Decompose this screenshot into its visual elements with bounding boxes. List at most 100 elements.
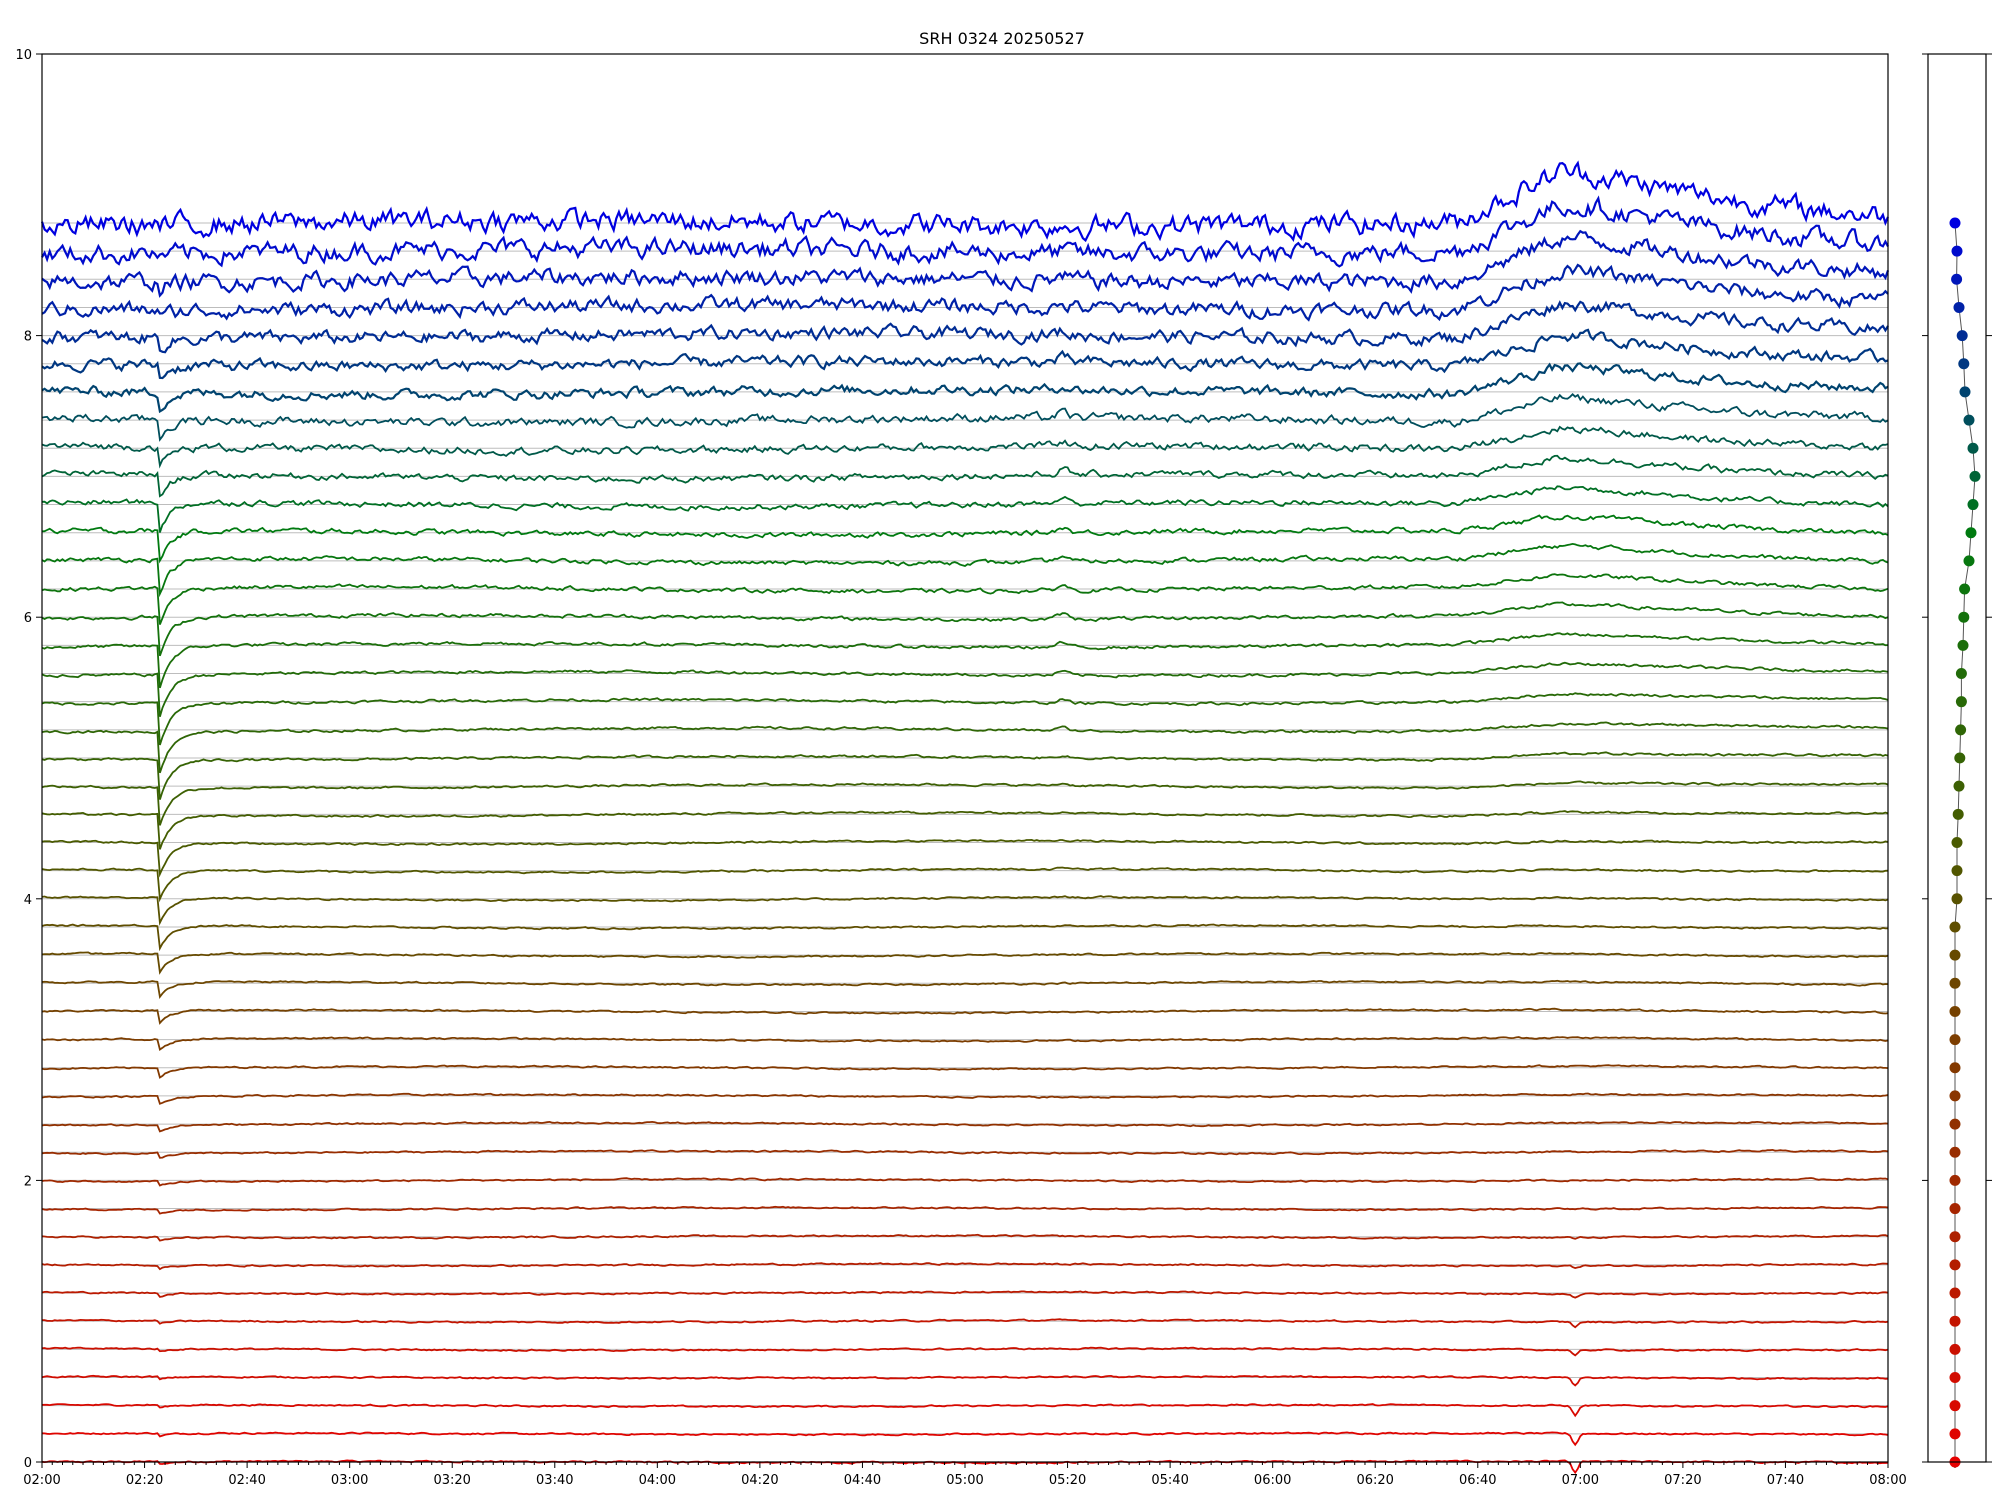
x-tick-label-4: 03:20 <box>433 1473 470 1488</box>
side-point-16 <box>1949 1005 1961 1017</box>
side-point-21 <box>1951 865 1963 877</box>
series-line-19 <box>41 923 1889 952</box>
side-point-4 <box>1949 1343 1961 1355</box>
series-line-44 <box>40 160 1890 243</box>
x-tick-label-17: 07:40 <box>1767 1473 1804 1488</box>
side-point-14 <box>1949 1062 1961 1074</box>
side-point-18 <box>1949 949 1961 961</box>
series-line-31 <box>41 573 1889 625</box>
side-point-33 <box>1965 527 1977 539</box>
y-tick-label-3: 6 <box>24 611 32 626</box>
side-point-40 <box>1956 330 1968 342</box>
side-point-32 <box>1963 555 1975 567</box>
side-point-25 <box>1954 752 1966 764</box>
series-line-35 <box>41 454 1889 498</box>
x-tick-label-5: 03:40 <box>536 1473 573 1488</box>
side-plot-frame <box>1927 53 1987 1463</box>
side-point-7 <box>1949 1259 1961 1271</box>
series-line-43 <box>41 195 1889 268</box>
side-point-36 <box>1967 442 1979 454</box>
side-point-19 <box>1949 921 1961 933</box>
series-line-27 <box>41 692 1889 746</box>
series-line-40 <box>41 300 1889 354</box>
x-tick-label-8: 04:40 <box>844 1473 881 1488</box>
side-point-37 <box>1963 414 1975 426</box>
main-series-group <box>40 160 1890 1475</box>
x-tick-label-14: 06:40 <box>1459 1473 1496 1488</box>
side-point-22 <box>1951 836 1963 848</box>
side-point-15 <box>1949 1034 1961 1046</box>
x-tick-label-15: 07:00 <box>1562 1473 1599 1488</box>
series-line-5 <box>42 1318 1889 1329</box>
series-line-22 <box>41 838 1889 878</box>
side-point-38 <box>1959 386 1971 398</box>
series-line-41 <box>41 263 1889 322</box>
series-line-37 <box>41 393 1889 442</box>
series-line-23 <box>41 810 1889 850</box>
y-tick-label-5: 10 <box>15 48 32 63</box>
series-line-24 <box>41 780 1889 826</box>
x-tick-label-13: 06:20 <box>1356 1473 1393 1488</box>
series-line-12 <box>41 1120 1889 1133</box>
side-point-3 <box>1949 1372 1961 1384</box>
y-tick-label-2: 4 <box>24 893 32 908</box>
main-plot: 02:00 02:20 02:40 03:00 03:20 03:40 04:00 04:20… <box>15 48 1906 1488</box>
side-point-29 <box>1957 639 1969 651</box>
side-point-44 <box>1949 217 1961 229</box>
series-line-16 <box>41 1007 1889 1025</box>
series-line-6 <box>41 1290 1889 1299</box>
side-point-41 <box>1953 301 1965 313</box>
series-line-13 <box>41 1092 1889 1105</box>
series-line-33 <box>41 514 1889 564</box>
series-line-38 <box>41 362 1889 414</box>
x-tick-label-3: 03:00 <box>331 1473 368 1488</box>
series-line-25 <box>41 751 1889 800</box>
side-point-11 <box>1949 1146 1961 1158</box>
series-line-10 <box>41 1177 1889 1187</box>
series-line-34 <box>41 485 1889 533</box>
y-tick-label-0: 0 <box>24 1456 32 1471</box>
side-point-23 <box>1952 808 1964 820</box>
series-line-8 <box>41 1233 1889 1242</box>
side-point-26 <box>1955 724 1967 736</box>
side-point-35 <box>1969 470 1981 482</box>
x-tick-label-0: 02:00 <box>23 1473 60 1488</box>
series-line-26 <box>41 721 1889 774</box>
x-tick-label-16: 07:20 <box>1664 1473 1701 1488</box>
side-point-24 <box>1953 780 1965 792</box>
side-ticks <box>1922 53 1992 1468</box>
series-line-3 <box>41 1374 1889 1387</box>
x-tick-label-10: 05:20 <box>1049 1473 1086 1488</box>
x-tick-label-1: 02:20 <box>126 1473 163 1488</box>
side-point-20 <box>1951 893 1963 905</box>
side-point-30 <box>1958 611 1970 623</box>
x-tick-label-12: 06:00 <box>1254 1473 1291 1488</box>
side-point-8 <box>1949 1231 1961 1243</box>
side-point-28 <box>1955 668 1967 680</box>
x-tick-label-7: 04:20 <box>741 1473 778 1488</box>
side-point-17 <box>1949 977 1961 989</box>
side-point-42 <box>1951 273 1963 285</box>
y-tick-label-4: 8 <box>24 330 32 345</box>
series-line-20 <box>41 895 1889 926</box>
side-point-2 <box>1949 1400 1961 1412</box>
x-tick-label-11: 05:40 <box>1151 1473 1188 1488</box>
series-line-21 <box>41 866 1889 903</box>
series-line-32 <box>41 542 1889 598</box>
series-line-28 <box>41 661 1889 717</box>
series-line-18 <box>41 951 1889 975</box>
series-line-30 <box>41 601 1889 657</box>
side-point-10 <box>1949 1174 1961 1186</box>
x-tick-label-18: 08:00 <box>1869 1473 1906 1488</box>
side-point-6 <box>1949 1287 1961 1299</box>
side-point-39 <box>1958 358 1970 370</box>
side-point-13 <box>1949 1090 1961 1102</box>
series-line-39 <box>41 328 1889 380</box>
series-line-17 <box>41 979 1889 999</box>
series-line-1 <box>41 1431 1889 1447</box>
side-point-9 <box>1949 1203 1961 1215</box>
main-plot-frame <box>41 53 1889 1463</box>
series-line-29 <box>41 632 1889 689</box>
